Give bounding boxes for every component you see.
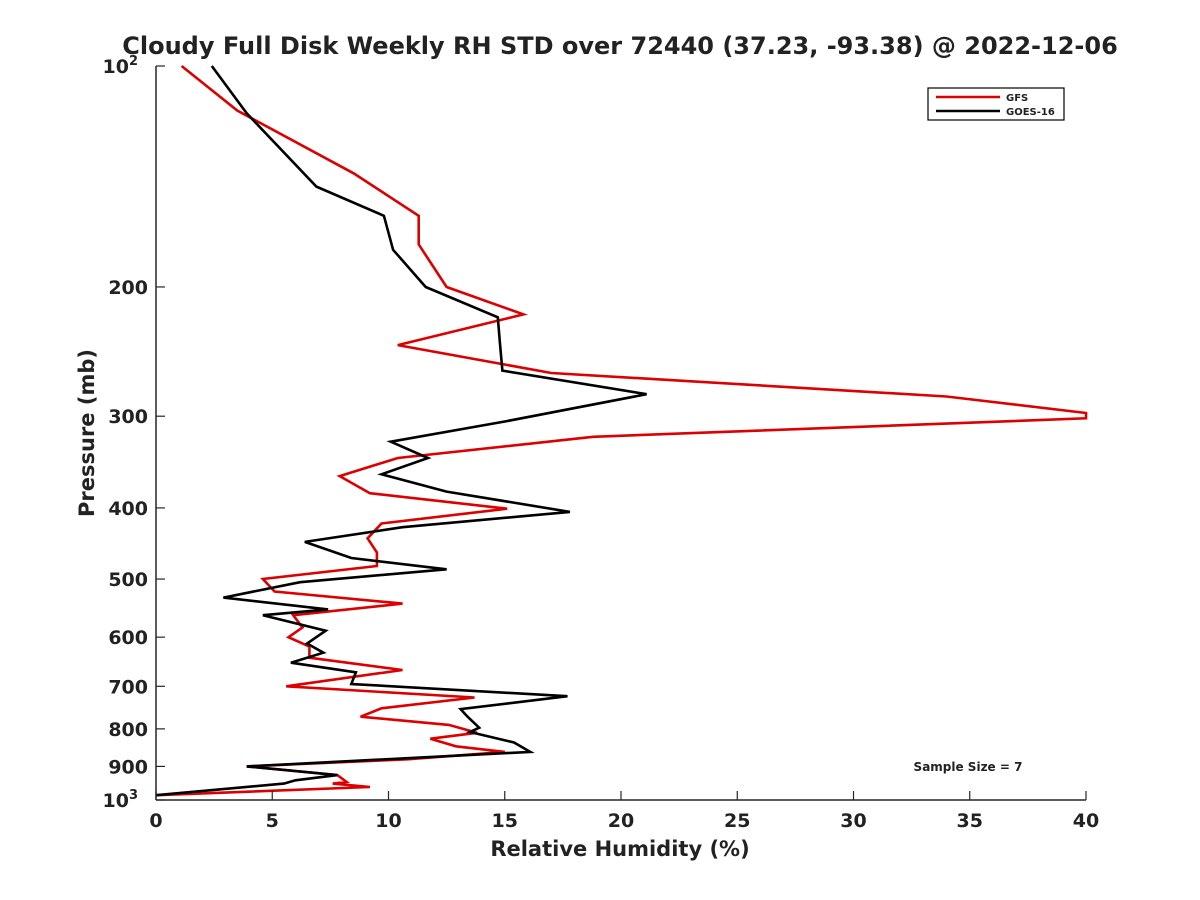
- x-tick-label: 25: [724, 810, 750, 832]
- x-tick-label: 30: [840, 810, 866, 832]
- sample-size-annotation: Sample Size = 7: [914, 760, 1023, 774]
- x-tick-label: 35: [957, 810, 983, 832]
- y-tick-label: 500: [108, 569, 148, 591]
- x-tick-label: 0: [149, 810, 162, 832]
- x-axis-label: Relative Humidity (%): [490, 837, 749, 861]
- x-axis-ticks: 0 5 10 15 20 25 30 35 40: [149, 791, 1099, 832]
- y-tick-label: 700: [108, 676, 148, 698]
- legend-box: [927, 87, 1065, 121]
- x-tick-label: 20: [608, 810, 634, 832]
- series-line-gfs: [155, 64, 1088, 797]
- y-tick-label: 800: [108, 719, 148, 741]
- plot-area: [155, 64, 1088, 801]
- y-tick-label: 900: [108, 756, 148, 778]
- x-tick-label: 10: [375, 810, 401, 832]
- y-tick-label: 300: [108, 406, 148, 428]
- legend-label-gfs: GFS: [1006, 93, 1028, 104]
- legend: GFS GOES-16: [927, 87, 1065, 121]
- y-tick-label: 600: [108, 627, 148, 649]
- x-tick-label: 5: [266, 810, 279, 832]
- legend-label-goes16: GOES-16: [1006, 107, 1055, 118]
- series-line-goes16: [155, 65, 647, 797]
- y-tick-label: 400: [108, 498, 148, 520]
- plot-background: [156, 66, 1086, 800]
- y-axis-label: Pressure (mb): [75, 349, 99, 517]
- chart-title: Cloudy Full Disk Weekly RH STD over 7244…: [122, 32, 1118, 60]
- x-tick-label: 15: [492, 810, 518, 832]
- x-tick-label: 40: [1073, 810, 1099, 832]
- y-tick-label: 200: [108, 277, 148, 299]
